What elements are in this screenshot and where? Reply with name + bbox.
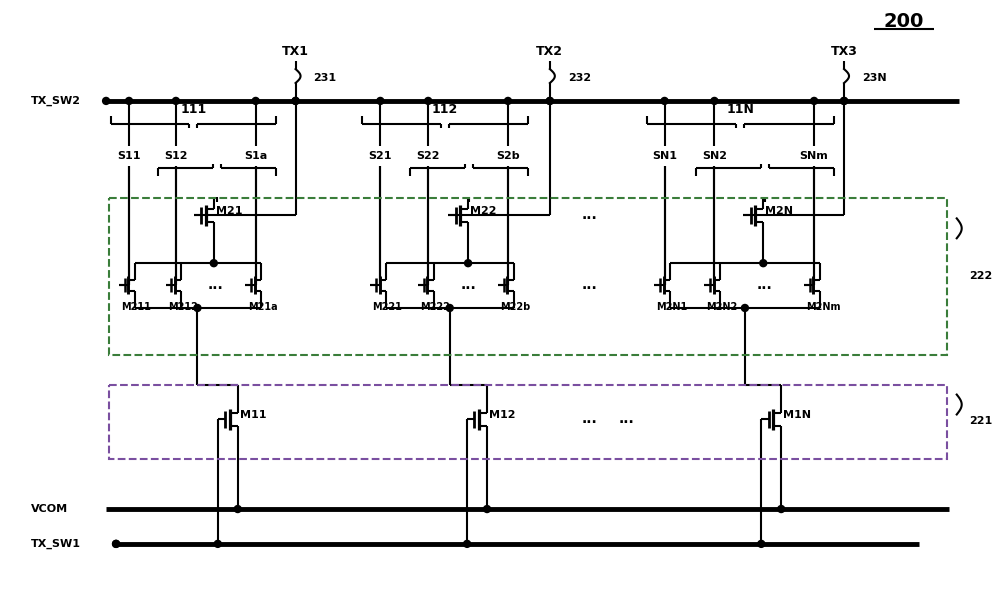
Text: S22: S22 <box>416 151 440 160</box>
Text: M2N2: M2N2 <box>706 302 738 312</box>
Text: M21: M21 <box>216 206 242 216</box>
Circle shape <box>292 98 299 104</box>
Circle shape <box>252 98 259 104</box>
Text: TX_SW1: TX_SW1 <box>31 538 81 549</box>
Circle shape <box>113 540 120 548</box>
Text: SNm: SNm <box>800 151 828 160</box>
Circle shape <box>760 260 767 267</box>
Circle shape <box>113 540 120 548</box>
Text: SN1: SN1 <box>652 151 677 160</box>
Text: M211: M211 <box>121 302 151 312</box>
Text: M21a: M21a <box>248 302 277 312</box>
Text: ...: ... <box>582 412 598 426</box>
Circle shape <box>210 260 217 267</box>
Circle shape <box>711 98 718 104</box>
Circle shape <box>446 305 453 312</box>
Circle shape <box>465 260 472 267</box>
Circle shape <box>103 98 110 104</box>
Circle shape <box>292 98 299 104</box>
Text: M2N1: M2N1 <box>657 302 688 312</box>
Text: 112: 112 <box>432 103 458 116</box>
Text: M221: M221 <box>372 302 402 312</box>
Circle shape <box>425 98 432 104</box>
Text: S2b: S2b <box>496 151 520 160</box>
Circle shape <box>546 98 553 104</box>
Bar <box>109 385 947 459</box>
Circle shape <box>841 98 848 104</box>
Circle shape <box>841 98 848 104</box>
Text: 111: 111 <box>180 103 206 116</box>
Text: M2Nm: M2Nm <box>806 302 841 312</box>
Text: S12: S12 <box>164 151 188 160</box>
Text: M22b: M22b <box>500 302 530 312</box>
Bar <box>109 198 947 355</box>
Text: TX2: TX2 <box>536 45 563 58</box>
Circle shape <box>546 98 553 104</box>
Text: ...: ... <box>619 412 635 426</box>
Circle shape <box>484 505 491 513</box>
Text: M2N: M2N <box>765 206 793 216</box>
Circle shape <box>661 98 668 104</box>
Text: M222: M222 <box>420 302 450 312</box>
Text: TX3: TX3 <box>831 45 857 58</box>
Text: 221: 221 <box>969 417 992 426</box>
Text: ...: ... <box>756 278 772 292</box>
Circle shape <box>194 305 201 312</box>
Circle shape <box>758 540 765 548</box>
Circle shape <box>214 540 221 548</box>
Circle shape <box>504 98 511 104</box>
Text: M12: M12 <box>489 411 516 420</box>
Text: 23N: 23N <box>862 73 887 83</box>
Text: TX_SW2: TX_SW2 <box>31 96 81 106</box>
Text: S11: S11 <box>117 151 141 160</box>
Circle shape <box>811 98 818 104</box>
Circle shape <box>234 505 241 513</box>
Circle shape <box>741 305 748 312</box>
Text: ...: ... <box>460 278 476 292</box>
Text: 232: 232 <box>568 73 591 83</box>
Text: S1a: S1a <box>244 151 267 160</box>
Circle shape <box>126 98 133 104</box>
Text: M212: M212 <box>168 302 198 312</box>
Text: M11: M11 <box>240 411 266 420</box>
Circle shape <box>377 98 384 104</box>
Text: ...: ... <box>582 278 598 292</box>
Text: 222: 222 <box>969 271 992 281</box>
Text: M22: M22 <box>470 206 497 216</box>
Text: TX1: TX1 <box>282 45 309 58</box>
Circle shape <box>172 98 179 104</box>
Text: 11N: 11N <box>726 103 754 116</box>
Text: S21: S21 <box>369 151 392 160</box>
Text: 200: 200 <box>884 12 924 31</box>
Text: SN2: SN2 <box>702 151 727 160</box>
Text: VCOM: VCOM <box>31 504 68 514</box>
Circle shape <box>464 540 471 548</box>
Text: M1N: M1N <box>783 411 811 420</box>
Text: 231: 231 <box>314 73 337 83</box>
Text: ...: ... <box>582 209 598 223</box>
Text: ...: ... <box>208 278 224 292</box>
Circle shape <box>778 505 785 513</box>
